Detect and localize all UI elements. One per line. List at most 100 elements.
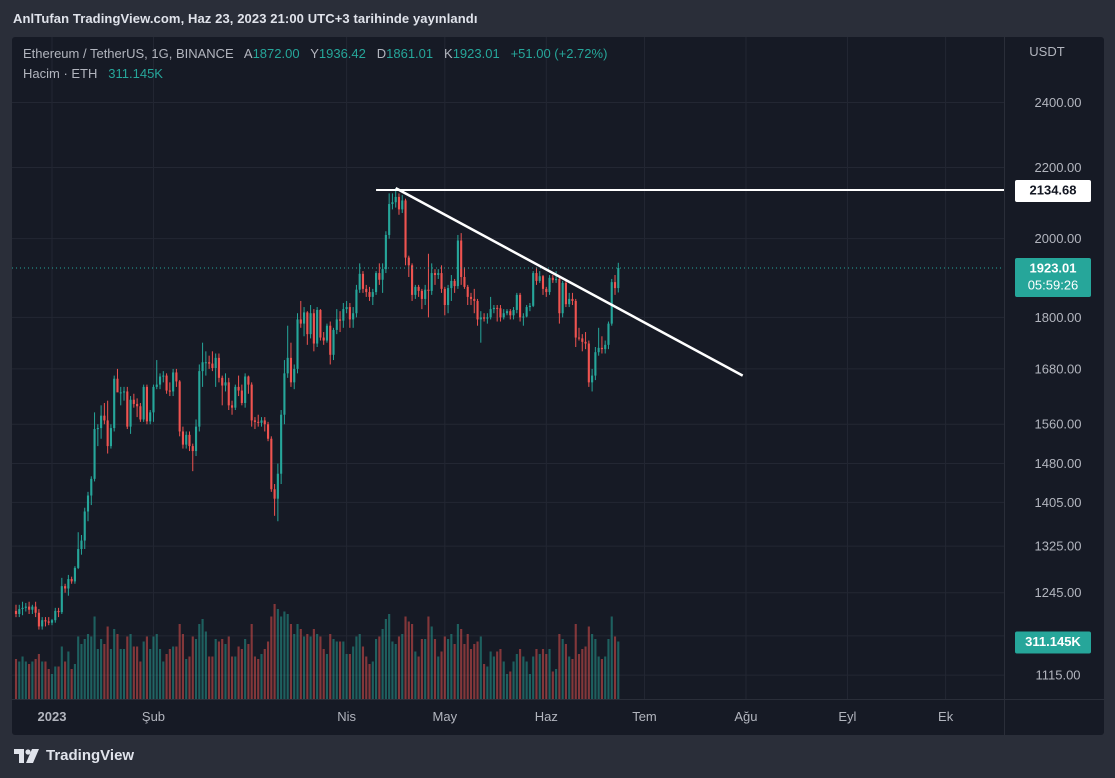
volume-bar: [286, 614, 289, 699]
candle-body: [178, 381, 181, 432]
volume-bar: [325, 654, 329, 699]
volume-bar: [417, 656, 420, 699]
candle-body: [492, 307, 495, 310]
candle-body: [18, 609, 21, 614]
volume-label[interactable]: Hacim · ETH: [23, 66, 98, 81]
candle-body: [306, 312, 309, 335]
volume-bar: [230, 656, 234, 699]
current-price-tag-text: 1923.01: [1030, 260, 1077, 275]
candle-body: [453, 280, 456, 287]
candle-body: [70, 579, 73, 582]
candle-body: [433, 273, 437, 276]
x-tick-label: Ek: [938, 709, 954, 724]
volume-bar: [191, 636, 194, 699]
candle-body: [28, 606, 31, 610]
candle-body: [502, 313, 505, 318]
candle-body: [345, 307, 348, 310]
candle-body: [384, 234, 387, 270]
volume-bar: [283, 611, 286, 699]
candle-body: [276, 473, 279, 499]
candle-body: [322, 337, 325, 341]
horizontal-line-price-tag[interactable]: [1015, 180, 1091, 203]
candle-body: [175, 372, 178, 382]
price-chart[interactable]: 2400.00 2200.00 2000.00 1800.00 1680.00 1560.…: [12, 37, 1104, 735]
volume-bar: [453, 644, 456, 699]
candle-body: [73, 567, 76, 582]
candle-body: [234, 386, 237, 408]
volume-bar: [119, 649, 122, 699]
volume-bar: [64, 661, 67, 699]
volume-bar: [332, 639, 335, 699]
volume-bar: [208, 656, 211, 699]
candle-body: [476, 300, 479, 320]
open-value: 1872.00: [252, 46, 300, 61]
volume-bar: [247, 644, 250, 699]
candle-body: [217, 357, 221, 378]
low-value: 1861.01: [386, 46, 434, 61]
candle-body: [430, 273, 433, 291]
candle-body: [407, 257, 410, 266]
volume-bar: [266, 641, 270, 699]
volume-bar: [34, 659, 37, 699]
volume-bar: [427, 616, 430, 699]
volume-bar: [512, 661, 515, 699]
horizontal-line-price-tag-text: 2134.68: [1030, 183, 1077, 198]
candle-body: [568, 298, 571, 305]
candle-body: [50, 620, 54, 623]
chart-panel[interactable]: 2400.00 2200.00 2000.00 1800.00 1680.00 1560.…: [12, 37, 1104, 735]
y-tick-label: 2400.00: [1035, 95, 1082, 110]
y-tick-label: 1245.00: [1035, 585, 1082, 600]
candle-body: [440, 273, 443, 289]
candle-body: [113, 378, 116, 429]
candle-body: [489, 309, 492, 318]
candle-body: [594, 352, 597, 376]
tradingview-logo[interactable]: TradingView: [14, 747, 134, 764]
volume-bar: [250, 624, 253, 699]
candle-body: [14, 610, 18, 614]
volume-bar: [378, 636, 381, 699]
candle-body: [535, 273, 538, 281]
volume-bar: [289, 624, 293, 699]
volume-bar: [391, 641, 394, 699]
candle-body: [509, 311, 512, 316]
current-price-tag[interactable]: [1015, 257, 1091, 297]
trend-line[interactable]: [395, 187, 744, 377]
candle-body: [591, 375, 594, 383]
volume-bar: [178, 624, 181, 699]
candle-body: [289, 357, 293, 383]
candle-body: [571, 298, 574, 301]
volume-bar: [607, 639, 610, 699]
candle-body: [617, 267, 620, 289]
close-label: K: [444, 46, 453, 61]
candle-body: [342, 309, 345, 321]
volume-bar: [77, 636, 80, 699]
candle-body: [381, 269, 384, 280]
volume-bar: [528, 674, 531, 699]
volume-bar: [329, 634, 332, 699]
candle-body: [329, 325, 332, 355]
candle-body: [172, 372, 175, 392]
symbol-name[interactable]: Ethereum / TetherUS, 1G, BINANCE: [23, 46, 234, 61]
volume-bar: [361, 646, 365, 699]
candle-body: [587, 343, 590, 383]
candle-body: [447, 288, 450, 306]
low-label: D: [376, 46, 387, 61]
volume-bar: [515, 654, 518, 699]
candle-body: [214, 357, 217, 369]
volume-bar: [237, 646, 240, 699]
volume-bar: [83, 639, 86, 699]
volume-bar: [365, 656, 368, 699]
volume-bar: [244, 639, 247, 699]
candle-body: [319, 309, 322, 338]
volume-tag[interactable]: [1015, 631, 1091, 654]
candle-body: [368, 292, 371, 297]
candle-body: [224, 382, 227, 386]
volume-bar: [505, 674, 509, 699]
volume-bar: [240, 649, 243, 699]
legend: Ethereum / TetherUS, 1G, BINANCE A1872.0…: [23, 46, 607, 81]
volume-bar: [162, 661, 165, 699]
candle-body: [158, 376, 162, 385]
price-axis: 2400.00 2200.00 2000.00 1800.00 1680.00 1560.…: [1029, 44, 1081, 683]
x-tick-label: Ağu: [734, 709, 757, 724]
volume-bar: [201, 619, 204, 699]
